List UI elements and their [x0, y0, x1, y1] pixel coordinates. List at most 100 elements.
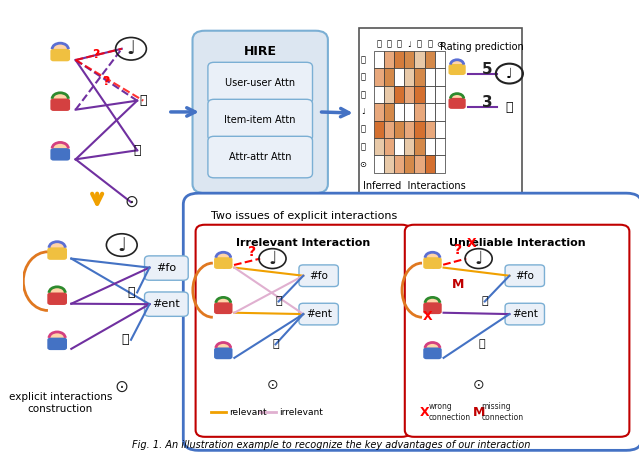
Bar — [435, 155, 445, 173]
Bar — [415, 155, 424, 173]
Circle shape — [52, 93, 68, 105]
Bar — [435, 121, 445, 138]
Text: 🧁: 🧁 — [133, 144, 141, 157]
Circle shape — [216, 342, 230, 353]
FancyBboxPatch shape — [51, 148, 70, 161]
Text: 🧁: 🧁 — [272, 339, 279, 349]
Text: 🎮: 🎮 — [417, 40, 422, 49]
Text: ?: ? — [454, 243, 462, 257]
Text: 🧁: 🧁 — [427, 40, 432, 49]
Bar — [415, 121, 424, 138]
FancyBboxPatch shape — [47, 338, 67, 350]
Text: 🎮: 🎮 — [127, 286, 135, 299]
Bar — [404, 121, 415, 138]
Circle shape — [52, 43, 68, 55]
Bar — [374, 138, 384, 155]
Bar — [424, 103, 435, 121]
Bar — [394, 155, 404, 173]
Text: ♩: ♩ — [474, 250, 483, 267]
FancyBboxPatch shape — [208, 99, 312, 141]
Bar — [415, 103, 424, 121]
Bar — [394, 86, 404, 103]
Text: #fo: #fo — [156, 262, 176, 272]
FancyBboxPatch shape — [505, 265, 545, 286]
Text: #ent: #ent — [512, 309, 538, 319]
Bar — [358, 29, 522, 197]
Circle shape — [425, 252, 440, 263]
Text: User-user Attn: User-user Attn — [225, 78, 295, 88]
FancyBboxPatch shape — [214, 257, 232, 269]
Bar — [415, 51, 424, 69]
Circle shape — [451, 60, 464, 69]
Circle shape — [216, 297, 230, 308]
Text: M: M — [452, 278, 465, 291]
Text: Irrelevant Interaction: Irrelevant Interaction — [236, 238, 371, 248]
Bar — [424, 121, 435, 138]
Text: explicit interactions
construction: explicit interactions construction — [8, 392, 112, 414]
Text: Attr-attr Attn: Attr-attr Attn — [229, 152, 291, 162]
Bar — [404, 138, 415, 155]
Circle shape — [451, 94, 464, 104]
FancyBboxPatch shape — [51, 99, 70, 111]
Bar — [384, 51, 394, 69]
Bar — [404, 86, 415, 103]
Bar — [384, 69, 394, 86]
Text: X: X — [423, 310, 433, 322]
Text: 👤: 👤 — [360, 73, 365, 82]
Bar — [424, 138, 435, 155]
FancyBboxPatch shape — [404, 225, 629, 437]
FancyBboxPatch shape — [145, 256, 188, 280]
Text: 👤: 👤 — [397, 40, 402, 49]
FancyBboxPatch shape — [423, 257, 442, 269]
Bar — [415, 69, 424, 86]
Text: 🎮: 🎮 — [140, 94, 147, 107]
Bar — [424, 69, 435, 86]
Circle shape — [49, 242, 65, 254]
Text: 5: 5 — [482, 62, 492, 77]
Text: ⊙: ⊙ — [436, 40, 444, 49]
Circle shape — [425, 342, 440, 353]
Bar — [435, 138, 445, 155]
Text: 👤: 👤 — [387, 40, 392, 49]
Text: ♩: ♩ — [268, 250, 276, 267]
Bar — [394, 138, 404, 155]
Text: 🎮: 🎮 — [481, 296, 488, 306]
Text: wrong
connection: wrong connection — [428, 402, 470, 422]
Text: ♩: ♩ — [408, 40, 412, 49]
Bar — [415, 86, 424, 103]
Text: ♩: ♩ — [361, 108, 365, 116]
Text: M: M — [472, 405, 485, 419]
Text: missing
connection: missing connection — [482, 402, 524, 422]
FancyBboxPatch shape — [423, 302, 442, 314]
Text: Fig. 1. An illustration example to recognize the key advantages of our interacti: Fig. 1. An illustration example to recog… — [132, 440, 530, 450]
Text: Rating prediction: Rating prediction — [440, 41, 524, 51]
FancyBboxPatch shape — [196, 225, 411, 437]
Text: ⊙: ⊙ — [267, 378, 278, 392]
Text: ?: ? — [92, 48, 100, 61]
Text: X: X — [420, 405, 430, 419]
FancyBboxPatch shape — [51, 49, 70, 61]
FancyBboxPatch shape — [208, 62, 312, 104]
Bar — [424, 155, 435, 173]
FancyBboxPatch shape — [47, 292, 67, 305]
FancyBboxPatch shape — [47, 247, 67, 260]
Text: ♩: ♩ — [126, 39, 136, 58]
Text: X: X — [467, 237, 476, 250]
Text: 3: 3 — [482, 95, 492, 110]
Text: #ent: #ent — [306, 309, 332, 319]
Text: ?: ? — [248, 245, 256, 259]
Text: 🧁: 🧁 — [478, 339, 485, 349]
Bar — [384, 155, 394, 173]
Text: Unreliable Interaction: Unreliable Interaction — [449, 238, 586, 248]
FancyBboxPatch shape — [214, 347, 232, 359]
Text: irrelevant: irrelevant — [278, 408, 323, 416]
Text: #fo: #fo — [515, 271, 534, 281]
Bar — [374, 121, 384, 138]
Text: ⊙: ⊙ — [115, 378, 129, 396]
Bar — [394, 103, 404, 121]
Text: Two issues of explicit interactions: Two issues of explicit interactions — [211, 211, 397, 221]
Text: 👤: 👤 — [360, 90, 365, 99]
Circle shape — [425, 297, 440, 308]
Bar — [374, 69, 384, 86]
Text: relevant: relevant — [230, 408, 267, 416]
